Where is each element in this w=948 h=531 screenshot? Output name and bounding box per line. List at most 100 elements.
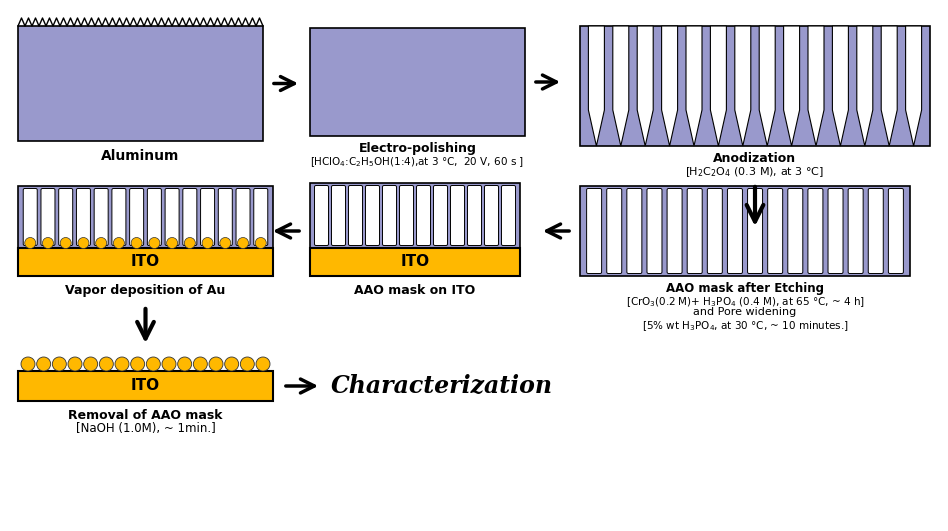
Circle shape [220, 237, 230, 249]
Bar [18, 186, 273, 248]
FancyBboxPatch shape [647, 189, 662, 273]
FancyBboxPatch shape [467, 185, 482, 245]
FancyBboxPatch shape [59, 189, 73, 245]
Circle shape [256, 357, 270, 371]
FancyBboxPatch shape [349, 185, 362, 245]
Circle shape [68, 357, 82, 371]
FancyBboxPatch shape [382, 185, 396, 245]
FancyBboxPatch shape [165, 189, 179, 245]
Circle shape [149, 237, 160, 249]
FancyBboxPatch shape [24, 189, 37, 245]
Text: AAO mask on ITO: AAO mask on ITO [355, 284, 476, 297]
Bar [310, 183, 520, 248]
FancyBboxPatch shape [587, 189, 602, 273]
Circle shape [225, 357, 239, 371]
Polygon shape [637, 26, 653, 146]
Circle shape [202, 237, 213, 249]
FancyBboxPatch shape [201, 189, 214, 245]
Bar [18, 371, 273, 401]
FancyBboxPatch shape [254, 189, 267, 245]
Text: Vapor deposition of Au: Vapor deposition of Au [65, 284, 226, 297]
FancyBboxPatch shape [147, 189, 161, 245]
Circle shape [162, 357, 176, 371]
Circle shape [83, 357, 98, 371]
Polygon shape [857, 26, 873, 146]
FancyBboxPatch shape [130, 189, 144, 245]
Polygon shape [905, 26, 921, 146]
Circle shape [21, 357, 35, 371]
FancyBboxPatch shape [332, 185, 345, 245]
Bar [18, 248, 273, 276]
FancyBboxPatch shape [450, 185, 465, 245]
Text: Characterization: Characterization [331, 374, 553, 398]
Polygon shape [808, 26, 824, 146]
Text: [H$_2$C$_2$O$_4$ (0.3 M), at 3 °C]: [H$_2$C$_2$O$_4$ (0.3 M), at 3 °C] [685, 165, 825, 179]
FancyBboxPatch shape [808, 189, 823, 273]
FancyBboxPatch shape [868, 189, 884, 273]
FancyBboxPatch shape [748, 189, 762, 273]
FancyBboxPatch shape [94, 189, 108, 245]
Text: [CrO$_3$(0.2 M)+ H$_3$PO$_4$ (0.4 M), at 65 °C, ~ 4 h]: [CrO$_3$(0.2 M)+ H$_3$PO$_4$ (0.4 M), at… [626, 295, 865, 309]
Bar [18, 26, 263, 141]
Text: Aluminum: Aluminum [101, 149, 180, 163]
Polygon shape [759, 26, 775, 146]
Circle shape [184, 237, 195, 249]
FancyBboxPatch shape [218, 189, 232, 245]
FancyBboxPatch shape [236, 189, 250, 245]
Circle shape [115, 357, 129, 371]
Circle shape [131, 357, 145, 371]
Circle shape [25, 237, 36, 249]
FancyBboxPatch shape [366, 185, 379, 245]
Text: AAO mask after Etching: AAO mask after Etching [666, 282, 824, 295]
FancyBboxPatch shape [667, 189, 683, 273]
Circle shape [52, 357, 66, 371]
FancyBboxPatch shape [416, 185, 430, 245]
Bar [310, 248, 520, 276]
Circle shape [37, 357, 50, 371]
Text: ITO: ITO [400, 254, 429, 270]
FancyBboxPatch shape [41, 189, 55, 245]
Circle shape [78, 237, 89, 249]
Circle shape [238, 237, 248, 249]
Text: Removal of AAO mask: Removal of AAO mask [68, 409, 223, 422]
FancyBboxPatch shape [77, 189, 90, 245]
Bar [580, 26, 930, 146]
Text: ITO: ITO [131, 379, 160, 393]
FancyBboxPatch shape [112, 189, 126, 245]
Circle shape [114, 237, 124, 249]
Text: [5% wt H$_3$PO$_4$, at 30 °C, ~ 10 minutes.]: [5% wt H$_3$PO$_4$, at 30 °C, ~ 10 minut… [642, 319, 848, 333]
Circle shape [177, 357, 191, 371]
Polygon shape [832, 26, 848, 146]
Polygon shape [710, 26, 726, 146]
Text: [NaOH (1.0M), ~ 1min.]: [NaOH (1.0M), ~ 1min.] [76, 422, 215, 435]
FancyBboxPatch shape [315, 185, 329, 245]
Bar [310, 28, 525, 136]
FancyBboxPatch shape [727, 189, 742, 273]
FancyBboxPatch shape [707, 189, 722, 273]
FancyBboxPatch shape [183, 189, 197, 245]
Polygon shape [784, 26, 799, 146]
FancyBboxPatch shape [433, 185, 447, 245]
Circle shape [167, 237, 177, 249]
Text: Anodization: Anodization [714, 152, 796, 165]
Bar [580, 186, 910, 276]
FancyBboxPatch shape [501, 185, 516, 245]
Polygon shape [686, 26, 702, 146]
Polygon shape [612, 26, 629, 146]
FancyBboxPatch shape [607, 189, 622, 273]
Polygon shape [882, 26, 897, 146]
Circle shape [61, 237, 71, 249]
FancyBboxPatch shape [848, 189, 863, 273]
Text: [HClO$_4$:C$_2$H$_5$OH(1:4),at 3 °C,  20 V, 60 s ]: [HClO$_4$:C$_2$H$_5$OH(1:4),at 3 °C, 20 … [311, 155, 524, 169]
Circle shape [100, 357, 114, 371]
Text: and Pore widening: and Pore widening [693, 307, 796, 317]
Circle shape [255, 237, 266, 249]
Circle shape [209, 357, 223, 371]
Circle shape [193, 357, 208, 371]
Circle shape [241, 357, 254, 371]
Text: Electro-polishing: Electro-polishing [358, 142, 477, 155]
Circle shape [43, 237, 53, 249]
Polygon shape [735, 26, 751, 146]
FancyBboxPatch shape [888, 189, 903, 273]
Polygon shape [589, 26, 605, 146]
